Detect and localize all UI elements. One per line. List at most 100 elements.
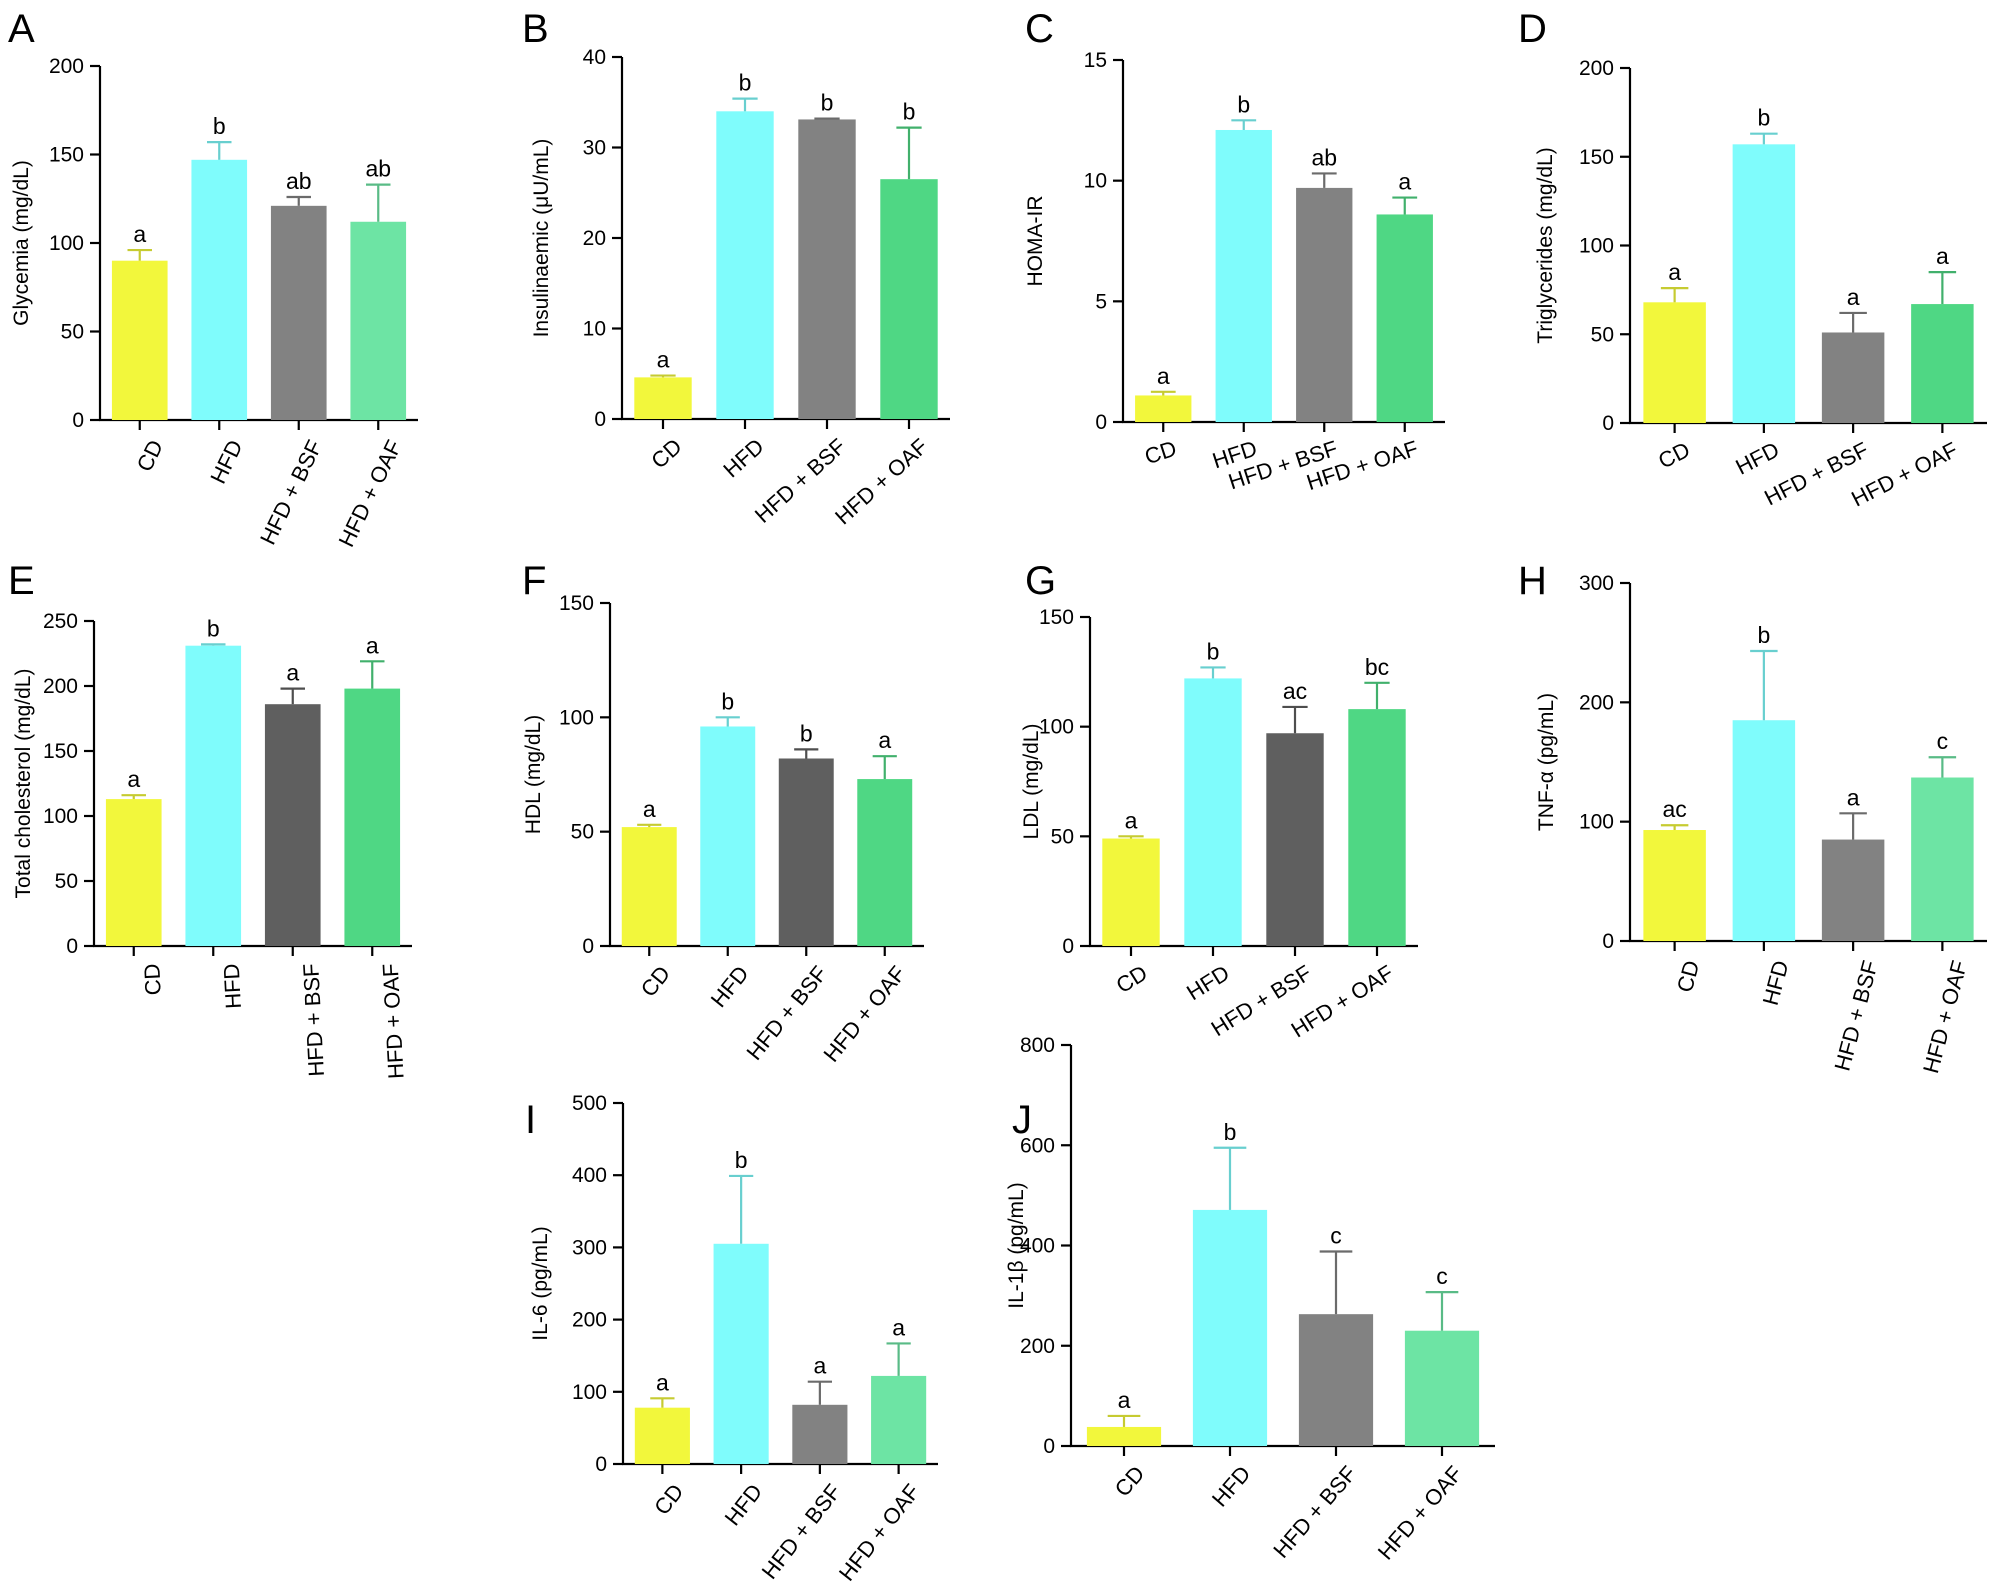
y-tick-label: 0 xyxy=(594,408,606,431)
y-tick-label: 50 xyxy=(1591,323,1614,346)
data-label-0: a xyxy=(127,766,140,792)
y-tick-label: 50 xyxy=(1051,825,1074,848)
x-tick-label: HFD + OAF xyxy=(1373,1461,1468,1565)
x-tick-label: HFD xyxy=(205,436,247,488)
y-tick-label: 300 xyxy=(1579,572,1614,595)
bar-3 xyxy=(880,179,938,419)
panel-letter-i: I xyxy=(525,1098,536,1142)
data-label-3: b xyxy=(903,99,916,125)
bar-1 xyxy=(713,1243,769,1464)
x-tick-label: CD xyxy=(1112,960,1152,998)
data-label-1: b xyxy=(735,1147,748,1173)
data-label-2: b xyxy=(821,90,834,116)
data-label-0: a xyxy=(657,347,670,373)
data-label-0: a xyxy=(1125,807,1138,833)
x-tick-label: HFD + BSF xyxy=(255,436,327,549)
y-tick-label: 500 xyxy=(572,1092,607,1115)
y-tick-label: 150 xyxy=(1579,146,1614,169)
data-label-3: a xyxy=(878,727,891,753)
bar-2 xyxy=(792,1404,848,1464)
bar-0 xyxy=(1102,838,1160,946)
y-tick-label: 800 xyxy=(1020,1034,1055,1057)
x-tick-label: CD xyxy=(1110,1461,1150,1501)
panel-j: J IL-1β (pg/mL) 0 200 400 600 800 a CD b HFD c HFD +… xyxy=(1005,1034,1495,1565)
x-tick-label: HFD xyxy=(706,961,754,1012)
y-tick-label: 300 xyxy=(572,1236,607,1259)
x-tick-label: HFD + OAF xyxy=(1918,958,1972,1076)
y-tick-label: 0 xyxy=(582,935,594,958)
y-tick-label: 100 xyxy=(49,232,84,255)
bar-1 xyxy=(1732,720,1796,941)
bar-2 xyxy=(778,758,834,946)
y-tick-label: 250 xyxy=(43,610,78,633)
data-label-2: ab xyxy=(1311,144,1337,170)
y-tick-label: 15 xyxy=(1084,49,1107,72)
y-axis-label: Triglycerides (mg/dL) xyxy=(1534,147,1557,343)
y-tick-label: 200 xyxy=(43,675,78,698)
bar-1 xyxy=(716,111,774,420)
y-axis-label: Glycemia (mg/dL) xyxy=(10,160,33,326)
y-tick-label: 400 xyxy=(1020,1235,1055,1258)
x-tick-label: HFD + BSF xyxy=(1829,958,1882,1074)
y-axis-label: Total cholesterol (mg/dL) xyxy=(12,669,35,899)
bar-2 xyxy=(1821,332,1885,423)
x-tick-label: CD xyxy=(139,963,166,996)
y-tick-label: 200 xyxy=(572,1309,607,1332)
data-label-3: ab xyxy=(365,156,391,182)
data-label-2: ac xyxy=(1283,678,1307,704)
y-tick-label: 0 xyxy=(595,1453,607,1476)
x-tick-label: HFD + OAF xyxy=(834,1479,925,1585)
x-tick-label: HFD + OAF xyxy=(378,963,409,1080)
data-label-1: b xyxy=(207,615,220,641)
data-label-3: c xyxy=(1436,1263,1448,1289)
bar-0 xyxy=(1643,302,1706,423)
bar-1 xyxy=(1192,1209,1268,1446)
data-label-1: b xyxy=(1237,91,1250,117)
y-tick-label: 600 xyxy=(1020,1134,1055,1157)
y-tick-label: 0 xyxy=(66,935,78,958)
bar-2 xyxy=(1298,1314,1374,1446)
y-axis-label: IL-6 (pg/mL) xyxy=(529,1226,552,1340)
data-label-1: b xyxy=(1757,105,1770,131)
y-tick-label: 150 xyxy=(43,740,78,763)
y-tick-label: 200 xyxy=(1020,1335,1055,1358)
data-label-1: b xyxy=(1757,622,1770,648)
data-label-3: a xyxy=(1398,169,1411,195)
x-tick-label: CD xyxy=(1142,436,1180,470)
panel-e: E Total cholesterol (mg/dL) 0 50 100 150 200 25… xyxy=(8,559,412,1080)
x-tick-label: HFD xyxy=(720,1479,768,1530)
x-tick-label: CD xyxy=(646,434,686,474)
y-axis-label: LDL (mg/dL) xyxy=(1020,724,1043,840)
y-tick-label: 150 xyxy=(559,592,594,615)
data-label-2: b xyxy=(800,720,813,746)
y-tick-label: 200 xyxy=(49,55,84,78)
data-label-2: a xyxy=(286,660,299,686)
x-tick-label: HFD xyxy=(718,434,768,483)
y-tick-label: 0 xyxy=(1602,930,1614,953)
panel-d: D Triglycerides (mg/dL) 0 50 100 150 200 a CD b HF… xyxy=(1518,7,1987,512)
y-axis-label: TNF-α (pg/mL) xyxy=(1535,693,1558,831)
x-tick-label: HFD + BSF xyxy=(298,963,329,1077)
data-label-1: b xyxy=(213,113,226,139)
x-tick-label: HFD xyxy=(1758,958,1794,1008)
x-tick-label: HFD + BSF xyxy=(742,961,833,1065)
bar-3 xyxy=(1348,709,1406,946)
y-tick-label: 20 xyxy=(583,227,606,250)
data-label-0: ac xyxy=(1662,796,1686,822)
panel-letter-j: J xyxy=(1012,1098,1032,1142)
data-label-0: a xyxy=(1118,1387,1131,1413)
bar-2 xyxy=(1296,187,1353,422)
bar-2 xyxy=(1821,839,1885,941)
data-label-2: ab xyxy=(286,168,312,194)
bar-3 xyxy=(1911,304,1974,423)
bar-3 xyxy=(344,688,401,946)
data-label-0: a xyxy=(1157,363,1170,389)
y-axis-label: HDL (mg/dL) xyxy=(522,715,545,834)
y-tick-label: 100 xyxy=(559,706,594,729)
bar-0 xyxy=(111,260,168,420)
y-axis-label: Insulinaemic (μU/mL) xyxy=(530,139,553,338)
y-tick-label: 100 xyxy=(1579,811,1614,834)
